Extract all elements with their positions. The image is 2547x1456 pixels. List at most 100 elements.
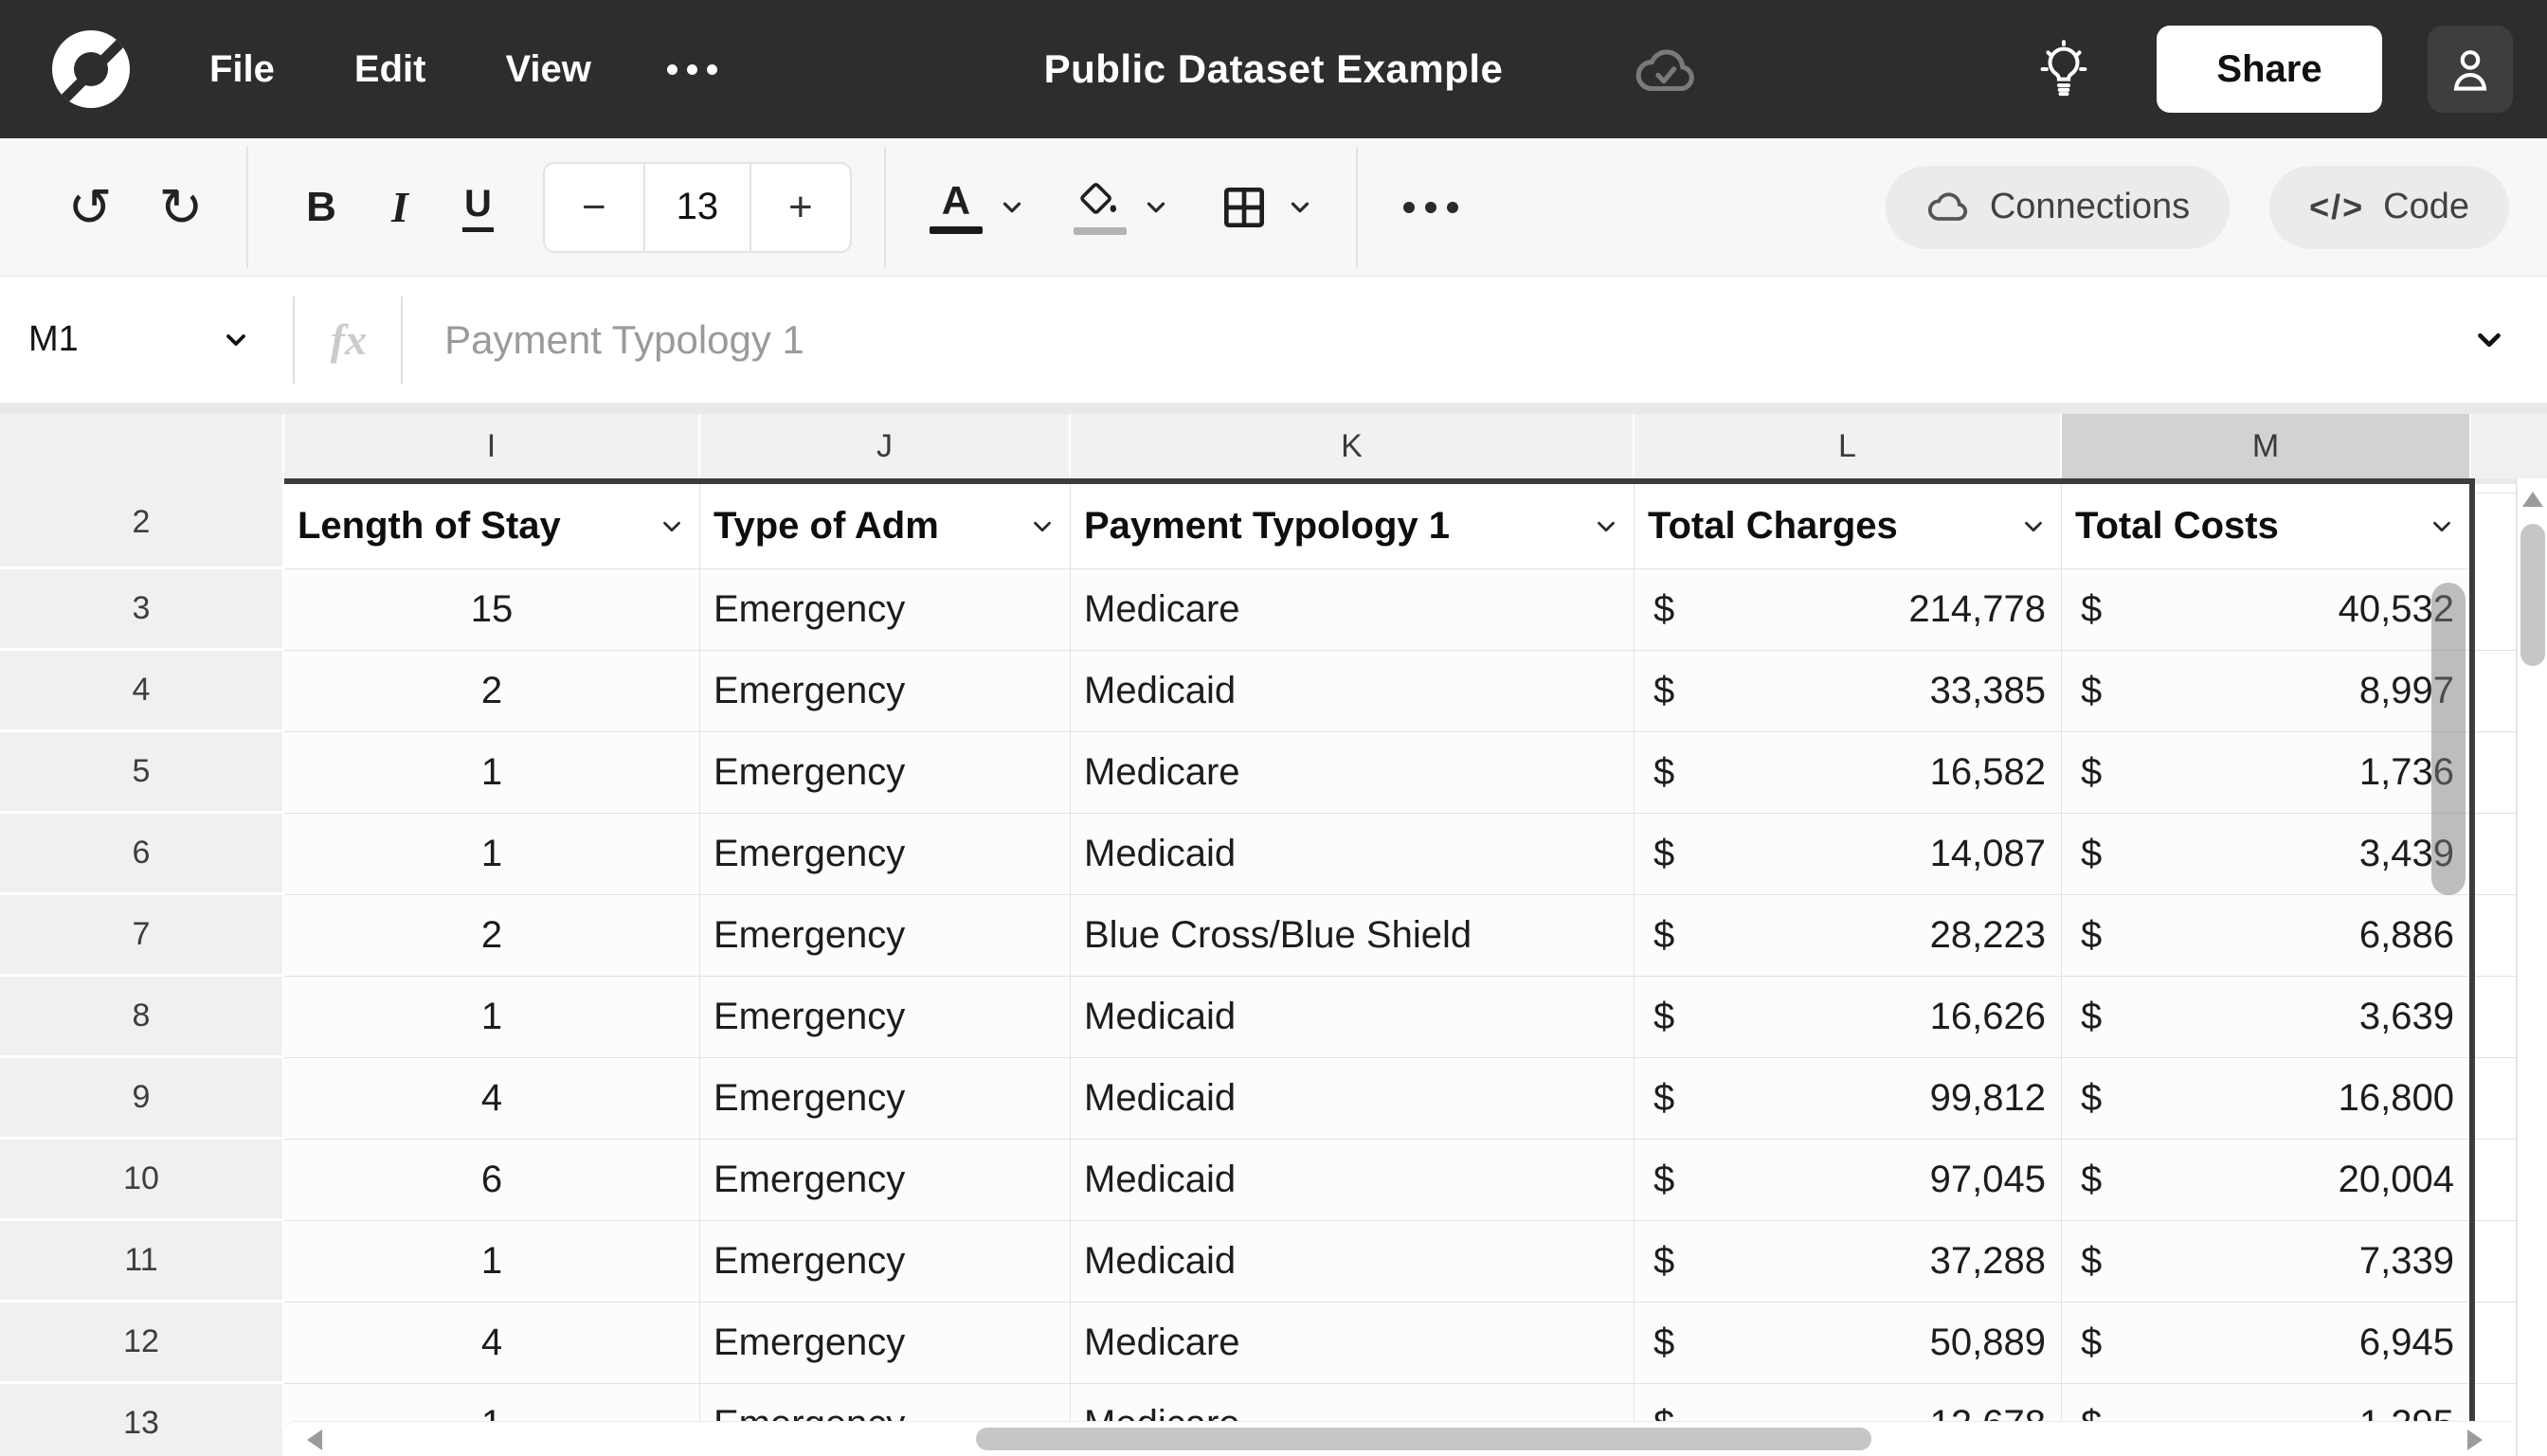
- vertical-scrollbar[interactable]: [2517, 478, 2547, 1456]
- horizontal-scrollbar-thumb[interactable]: [976, 1428, 1871, 1450]
- cell-length-of-stay[interactable]: 15: [284, 569, 700, 651]
- row-number[interactable]: 12: [0, 1303, 282, 1381]
- font-size-decrease-button[interactable]: −: [582, 183, 606, 230]
- cell-admission-type[interactable]: Emergency: [700, 1058, 1071, 1140]
- cell-admission-type[interactable]: Emergency: [700, 1140, 1071, 1221]
- undo-button[interactable]: ↺: [67, 176, 113, 237]
- cell-payment-typology[interactable]: Blue Cross/Blue Shield: [1071, 895, 1635, 977]
- cell-admission-type[interactable]: Emergency: [700, 895, 1071, 977]
- header-cell[interactable]: Length of Stay: [284, 484, 700, 569]
- cell-total-costs[interactable]: $ 7,339: [2062, 1221, 2469, 1303]
- code-button[interactable]: </> Code: [2269, 165, 2509, 249]
- formula-bar-expand-icon[interactable]: [2471, 322, 2507, 358]
- document-title[interactable]: Public Dataset Example: [1043, 46, 1504, 91]
- cell-total-charges[interactable]: $ 16,626: [1635, 977, 2062, 1058]
- cell-payment-typology[interactable]: Medicaid: [1071, 651, 1635, 732]
- fill-color-button[interactable]: [1073, 180, 1127, 235]
- cell-total-charges[interactable]: $ 50,889: [1635, 1303, 2062, 1384]
- row-number[interactable]: 11: [0, 1221, 282, 1300]
- cell-length-of-stay[interactable]: 1: [284, 814, 700, 895]
- cell-total-charges[interactable]: $ 33,385: [1635, 651, 2062, 732]
- row-number[interactable]: 5: [0, 732, 282, 811]
- cell-total-charges[interactable]: $ 16,582: [1635, 732, 2062, 814]
- cell-length-of-stay[interactable]: 1: [284, 732, 700, 814]
- cell-payment-typology[interactable]: Medicare: [1071, 732, 1635, 814]
- cell-length-of-stay[interactable]: 4: [284, 1058, 700, 1140]
- column-letter[interactable]: K: [1071, 414, 1633, 478]
- cell-payment-typology[interactable]: Medicaid: [1071, 814, 1635, 895]
- row-number[interactable]: 13: [0, 1384, 282, 1456]
- menu-edit[interactable]: Edit: [353, 47, 426, 90]
- cell-admission-type[interactable]: Emergency: [700, 814, 1071, 895]
- menu-file[interactable]: File: [209, 47, 275, 90]
- row-number[interactable]: 6: [0, 814, 282, 892]
- cell-total-costs[interactable]: $ 8,997: [2062, 651, 2469, 732]
- rows-logo-icon[interactable]: [52, 30, 130, 108]
- cell-total-costs[interactable]: $ 20,004: [2062, 1140, 2469, 1221]
- bold-button[interactable]: B: [306, 183, 336, 230]
- column-filter-chevron-icon[interactable]: [1028, 512, 1057, 541]
- cell-length-of-stay[interactable]: 6: [284, 1140, 700, 1221]
- cell-length-of-stay[interactable]: 2: [284, 895, 700, 977]
- cell-admission-type[interactable]: Emergency: [700, 569, 1071, 651]
- cell-length-of-stay[interactable]: 2: [284, 651, 700, 732]
- cell-total-charges[interactable]: $ 97,045: [1635, 1140, 2062, 1221]
- cell-total-charges[interactable]: $ 214,778: [1635, 569, 2062, 651]
- column-letter[interactable]: L: [1635, 414, 2060, 478]
- cell-length-of-stay[interactable]: 4: [284, 1303, 700, 1384]
- formula-input[interactable]: Payment Typology 1: [444, 316, 804, 362]
- cell-total-charges[interactable]: $ 28,223: [1635, 895, 2062, 977]
- scroll-left-icon[interactable]: [307, 1429, 322, 1450]
- column-letter[interactable]: J: [700, 414, 1069, 478]
- cell-admission-type[interactable]: Emergency: [700, 651, 1071, 732]
- column-filter-chevron-icon[interactable]: [1592, 512, 1620, 541]
- row-number[interactable]: 4: [0, 651, 282, 729]
- cell-total-charges[interactable]: $ 37,288: [1635, 1221, 2062, 1303]
- italic-button[interactable]: I: [391, 183, 408, 231]
- header-cell[interactable]: Total Charges: [1635, 484, 2062, 569]
- fill-color-dropdown-icon[interactable]: [1142, 193, 1170, 222]
- share-button[interactable]: Share: [2157, 26, 2382, 113]
- row-number[interactable]: 7: [0, 895, 282, 974]
- cell-total-costs[interactable]: $ 3,439: [2062, 814, 2469, 895]
- borders-button[interactable]: [1218, 181, 1271, 234]
- header-cell[interactable]: Payment Typology 1: [1071, 484, 1635, 569]
- cell-total-costs[interactable]: $ 3,639: [2062, 977, 2469, 1058]
- scroll-up-icon[interactable]: [2522, 492, 2543, 507]
- vertical-scrollbar-thumb[interactable]: [2520, 524, 2545, 666]
- header-cell[interactable]: Total Costs: [2062, 484, 2469, 569]
- cell-payment-typology[interactable]: Medicaid: [1071, 1140, 1635, 1221]
- font-size-increase-button[interactable]: +: [788, 183, 813, 230]
- account-button[interactable]: [2428, 26, 2513, 113]
- cell-payment-typology[interactable]: Medicaid: [1071, 1058, 1635, 1140]
- name-box[interactable]: M1: [28, 319, 79, 359]
- scroll-right-icon[interactable]: [2467, 1429, 2483, 1450]
- text-color-button[interactable]: A: [929, 180, 983, 234]
- row-number[interactable]: 3: [0, 569, 282, 648]
- underline-button[interactable]: U: [462, 183, 494, 232]
- cell-payment-typology[interactable]: Medicaid: [1071, 1221, 1635, 1303]
- cell-admission-type[interactable]: Emergency: [700, 977, 1071, 1058]
- cell-admission-type[interactable]: Emergency: [700, 732, 1071, 814]
- cell-admission-type[interactable]: Emergency: [700, 1303, 1071, 1384]
- cell-length-of-stay[interactable]: 1: [284, 977, 700, 1058]
- cell-total-charges[interactable]: $ 99,812: [1635, 1058, 2062, 1140]
- cell-total-costs[interactable]: $ 6,945: [2062, 1303, 2469, 1384]
- column-filter-chevron-icon[interactable]: [2428, 512, 2456, 541]
- table-scrollbar-thumb[interactable]: [2431, 583, 2466, 895]
- grid-corner-cell[interactable]: [0, 414, 282, 478]
- cell-length-of-stay[interactable]: 1: [284, 1221, 700, 1303]
- menu-view[interactable]: View: [505, 47, 591, 90]
- toolbar-overflow-icon[interactable]: [1402, 201, 1458, 213]
- borders-dropdown-icon[interactable]: [1286, 193, 1314, 222]
- column-filter-chevron-icon[interactable]: [2019, 512, 2048, 541]
- cell-payment-typology[interactable]: Medicare: [1071, 1303, 1635, 1384]
- menu-overflow-icon[interactable]: [666, 63, 717, 75]
- column-letter[interactable]: M: [2062, 414, 2469, 478]
- cell-payment-typology[interactable]: Medicare: [1071, 569, 1635, 651]
- header-cell[interactable]: Type of Adm: [700, 484, 1071, 569]
- cell-total-costs[interactable]: $ 6,886: [2062, 895, 2469, 977]
- cell-total-costs[interactable]: $ 1,736: [2062, 732, 2469, 814]
- cell-total-costs[interactable]: $ 40,532: [2062, 569, 2469, 651]
- row-number[interactable]: 8: [0, 977, 282, 1055]
